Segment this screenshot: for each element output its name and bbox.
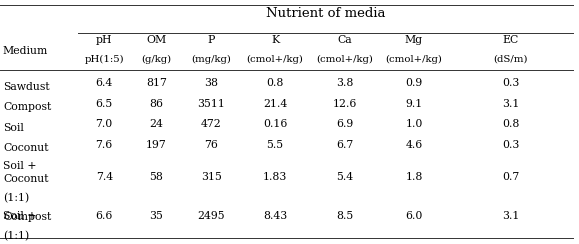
Text: 58: 58	[149, 172, 163, 182]
Text: 86: 86	[149, 99, 163, 109]
Text: 8.43: 8.43	[263, 211, 287, 221]
Text: Mg: Mg	[405, 35, 423, 45]
Text: Coconut: Coconut	[3, 174, 49, 184]
Text: Sawdust: Sawdust	[3, 82, 50, 92]
Text: Compost: Compost	[3, 212, 51, 222]
Text: (cmol+/kg): (cmol+/kg)	[386, 55, 442, 64]
Text: pH: pH	[96, 35, 112, 45]
Text: Soil: Soil	[3, 123, 24, 133]
Text: 5.4: 5.4	[336, 172, 353, 182]
Text: 0.8: 0.8	[266, 78, 284, 88]
Text: Coconut: Coconut	[3, 143, 49, 153]
Text: 8.5: 8.5	[336, 211, 353, 221]
Text: 7.6: 7.6	[96, 140, 113, 150]
Text: 817: 817	[146, 78, 167, 88]
Text: 5.5: 5.5	[266, 140, 284, 150]
Text: EC: EC	[503, 35, 519, 45]
Text: 3511: 3511	[197, 99, 225, 109]
Text: 6.9: 6.9	[336, 120, 353, 129]
Text: 3.1: 3.1	[502, 99, 520, 109]
Text: 76: 76	[204, 140, 218, 150]
Text: (1:1): (1:1)	[3, 193, 29, 203]
Text: P: P	[208, 35, 215, 45]
Text: (1:1): (1:1)	[3, 231, 29, 241]
Text: 24: 24	[149, 120, 163, 129]
Text: 6.0: 6.0	[405, 211, 423, 221]
Text: 0.3: 0.3	[502, 78, 520, 88]
Text: Nutrient of media: Nutrient of media	[266, 7, 386, 20]
Text: 0.9: 0.9	[405, 78, 423, 88]
Text: 6.4: 6.4	[96, 78, 113, 88]
Text: 1.83: 1.83	[263, 172, 287, 182]
Text: 7.4: 7.4	[96, 172, 113, 182]
Text: 3.1: 3.1	[502, 211, 520, 221]
Text: Soil +: Soil +	[3, 161, 36, 171]
Text: 6.6: 6.6	[96, 211, 113, 221]
Text: OM: OM	[146, 35, 166, 45]
Text: 0.16: 0.16	[263, 120, 287, 129]
Text: 0.7: 0.7	[503, 172, 519, 182]
Text: 3.8: 3.8	[336, 78, 353, 88]
Text: 1.8: 1.8	[405, 172, 423, 182]
Text: Compost: Compost	[3, 102, 51, 112]
Text: Ca: Ca	[337, 35, 352, 45]
Text: (dS/m): (dS/m)	[494, 55, 528, 64]
Text: 1.0: 1.0	[405, 120, 423, 129]
Text: pH(1:5): pH(1:5)	[85, 55, 124, 64]
Text: (cmol+/kg): (cmol+/kg)	[316, 55, 373, 64]
Text: K: K	[271, 35, 279, 45]
Text: 35: 35	[149, 211, 163, 221]
Text: 6.7: 6.7	[336, 140, 353, 150]
Text: (cmol+/kg): (cmol+/kg)	[247, 55, 303, 64]
Text: 6.5: 6.5	[96, 99, 113, 109]
Text: 38: 38	[204, 78, 218, 88]
Text: (mg/kg): (mg/kg)	[192, 55, 231, 64]
Text: 0.8: 0.8	[502, 120, 520, 129]
Text: 315: 315	[201, 172, 222, 182]
Text: Medium: Medium	[3, 46, 48, 56]
Text: 9.1: 9.1	[405, 99, 423, 109]
Text: 21.4: 21.4	[263, 99, 287, 109]
Text: 0.3: 0.3	[502, 140, 520, 150]
Text: (g/kg): (g/kg)	[141, 55, 171, 64]
Text: 12.6: 12.6	[332, 99, 357, 109]
Text: 2495: 2495	[197, 211, 225, 221]
Text: 7.0: 7.0	[96, 120, 113, 129]
Text: 197: 197	[146, 140, 167, 150]
Text: 4.6: 4.6	[405, 140, 423, 150]
Text: 472: 472	[201, 120, 222, 129]
Text: Soil +: Soil +	[3, 211, 36, 221]
